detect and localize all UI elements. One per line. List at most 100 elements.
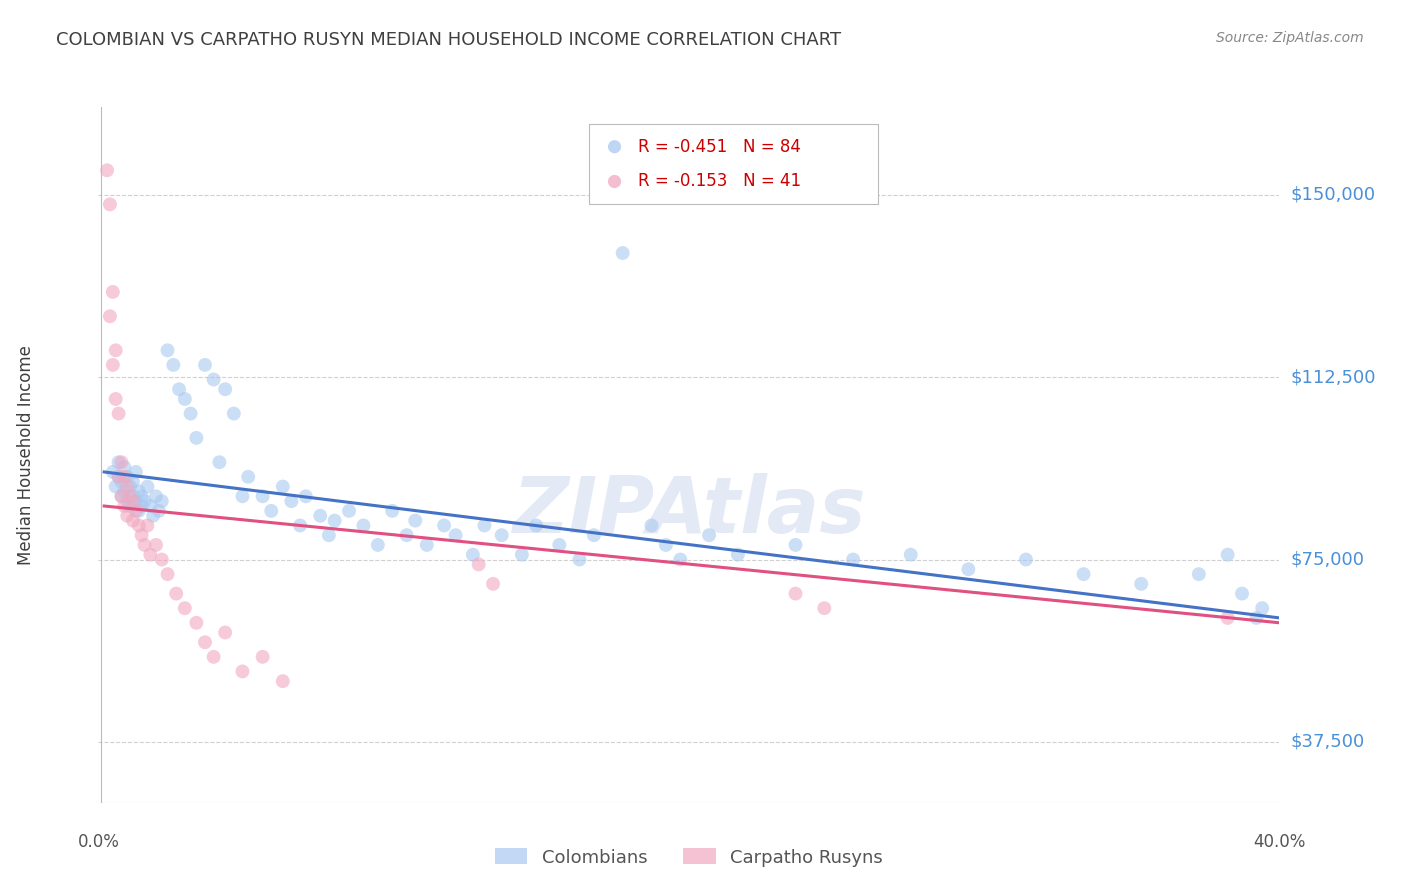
Text: COLOMBIAN VS CARPATHO RUSYN MEDIAN HOUSEHOLD INCOME CORRELATION CHART: COLOMBIAN VS CARPATHO RUSYN MEDIAN HOUSE… bbox=[56, 31, 841, 49]
Point bbox=[120, 479, 142, 493]
Point bbox=[107, 407, 129, 421]
Point bbox=[202, 649, 225, 664]
Point bbox=[404, 514, 426, 528]
Point bbox=[120, 499, 142, 513]
Point bbox=[122, 494, 145, 508]
Point bbox=[134, 494, 156, 508]
Point bbox=[1015, 552, 1038, 566]
Point bbox=[131, 489, 153, 503]
Point bbox=[482, 577, 505, 591]
Text: ZIPAtlas: ZIPAtlas bbox=[512, 473, 866, 549]
Point bbox=[96, 163, 118, 178]
Point bbox=[110, 475, 132, 489]
Point bbox=[112, 470, 135, 484]
Point bbox=[214, 625, 236, 640]
Point bbox=[491, 528, 513, 542]
Point bbox=[122, 514, 145, 528]
Point bbox=[288, 518, 311, 533]
Point bbox=[323, 514, 346, 528]
Point bbox=[785, 586, 807, 600]
Point bbox=[727, 548, 749, 562]
Point bbox=[180, 407, 202, 421]
Point bbox=[125, 504, 148, 518]
Point bbox=[271, 674, 294, 689]
Point bbox=[1251, 601, 1274, 615]
Point bbox=[1130, 577, 1153, 591]
Text: 0.0%: 0.0% bbox=[77, 833, 120, 851]
Point bbox=[101, 285, 124, 299]
Point bbox=[524, 518, 547, 533]
Point bbox=[120, 489, 142, 503]
Point bbox=[548, 538, 571, 552]
Point bbox=[110, 455, 132, 469]
Point bbox=[112, 499, 135, 513]
Point bbox=[260, 504, 283, 518]
Point bbox=[167, 382, 190, 396]
Point bbox=[131, 499, 153, 513]
Text: $37,500: $37,500 bbox=[1291, 733, 1365, 751]
FancyBboxPatch shape bbox=[589, 124, 877, 204]
Point bbox=[208, 455, 231, 469]
Point bbox=[142, 508, 165, 523]
Point bbox=[104, 479, 127, 493]
Point bbox=[139, 499, 162, 513]
Point bbox=[1073, 567, 1095, 582]
Point bbox=[367, 538, 389, 552]
Point bbox=[104, 343, 127, 358]
Point bbox=[1216, 611, 1239, 625]
Text: $75,000: $75,000 bbox=[1291, 550, 1365, 568]
Point bbox=[467, 558, 489, 572]
Point bbox=[194, 358, 217, 372]
Point bbox=[785, 538, 807, 552]
Text: $150,000: $150,000 bbox=[1291, 186, 1375, 203]
Point bbox=[110, 489, 132, 503]
Point bbox=[115, 479, 138, 493]
Point bbox=[98, 197, 121, 211]
Point bbox=[150, 552, 173, 566]
Point bbox=[125, 465, 148, 479]
Point bbox=[295, 489, 318, 503]
Point bbox=[136, 518, 159, 533]
Point bbox=[131, 528, 153, 542]
Point bbox=[107, 455, 129, 469]
Point bbox=[280, 494, 302, 508]
Point bbox=[568, 552, 591, 566]
Point bbox=[128, 504, 150, 518]
Point bbox=[252, 489, 274, 503]
Point bbox=[98, 310, 121, 324]
Point bbox=[669, 552, 692, 566]
Point bbox=[697, 528, 720, 542]
Point bbox=[231, 665, 253, 679]
Point bbox=[957, 562, 980, 576]
Point bbox=[433, 518, 456, 533]
Point bbox=[612, 246, 634, 260]
Text: R = -0.451   N = 84: R = -0.451 N = 84 bbox=[638, 137, 801, 156]
Point bbox=[115, 494, 138, 508]
Point bbox=[1246, 611, 1268, 625]
Point bbox=[238, 470, 260, 484]
Point bbox=[122, 475, 145, 489]
Point bbox=[444, 528, 467, 542]
Point bbox=[145, 489, 167, 503]
Point bbox=[461, 548, 484, 562]
Point bbox=[156, 343, 179, 358]
Point bbox=[122, 489, 145, 503]
Point bbox=[474, 518, 496, 533]
Point bbox=[165, 586, 187, 600]
Point bbox=[222, 407, 245, 421]
Point bbox=[337, 504, 360, 518]
Point bbox=[186, 431, 208, 445]
Point bbox=[139, 548, 162, 562]
Point bbox=[231, 489, 253, 503]
Point bbox=[115, 470, 138, 484]
Point bbox=[110, 489, 132, 503]
Point bbox=[112, 460, 135, 475]
Point bbox=[214, 382, 236, 396]
Point bbox=[107, 470, 129, 484]
Point bbox=[112, 484, 135, 499]
Point bbox=[510, 548, 533, 562]
Point bbox=[1188, 567, 1211, 582]
Text: Median Household Income: Median Household Income bbox=[17, 345, 35, 565]
Legend: Colombians, Carpatho Rusyns: Colombians, Carpatho Rusyns bbox=[488, 841, 890, 874]
Point bbox=[202, 372, 225, 386]
